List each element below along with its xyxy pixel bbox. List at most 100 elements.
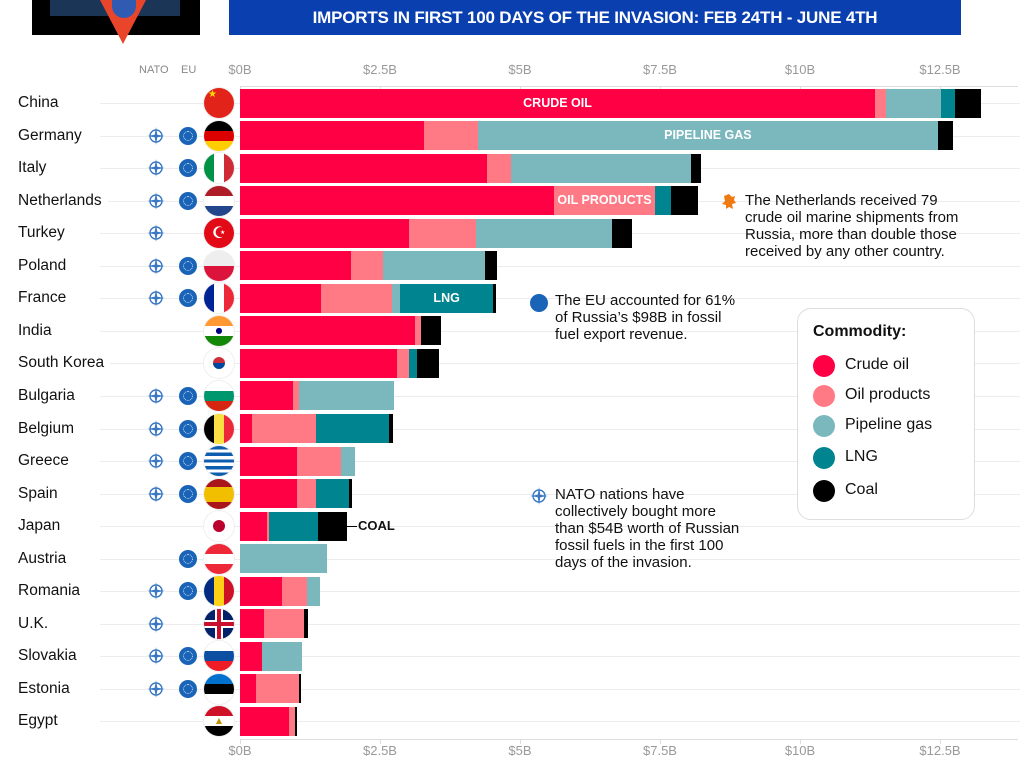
bar-segment-oil-products	[321, 284, 392, 313]
country-label: Greece	[18, 451, 75, 471]
flag-greece-icon	[204, 446, 234, 476]
flag-austria-icon	[204, 544, 234, 574]
coal-callout-line	[346, 526, 357, 527]
x-tick-mark	[800, 86, 801, 91]
bar-segment-oil-products	[293, 381, 300, 410]
legend-title: Commodity:	[813, 323, 907, 340]
netherlands-note-text: The Netherlands received 79 crude oil ma…	[745, 192, 958, 260]
bar-segment-crude-oil	[240, 186, 555, 215]
legend-label: Pipeline gas	[845, 416, 933, 433]
bar-segment-oil-products	[251, 414, 317, 443]
flag-egypt-icon: ▲	[204, 706, 234, 736]
country-label: Germany	[18, 126, 88, 146]
bar-segment-coal	[317, 512, 347, 541]
bar-segment-coal	[493, 284, 496, 313]
bar-segment-pipeline-gas	[511, 154, 691, 183]
x-tick-mark	[940, 739, 941, 744]
flag-u-k-icon	[204, 609, 234, 639]
note-line: Russia, more than double those	[745, 226, 957, 243]
row-gridline	[100, 559, 1020, 560]
nato-member-icon	[147, 289, 165, 307]
note-line: The Netherlands received 79	[745, 192, 938, 209]
legend: Commodity: Crude oil Oil products Pipeli…	[797, 308, 975, 520]
bar-segment-crude-oil	[240, 479, 298, 508]
flag-bulgaria-icon	[204, 381, 234, 411]
legend-label: Coal	[845, 481, 878, 498]
bar-segment-oil-products	[424, 121, 478, 150]
x-tick-label: $2.5B	[363, 62, 397, 77]
bar-segment-crude-oil	[240, 284, 322, 313]
country-label: Turkey	[18, 223, 71, 243]
bar-segment-lng	[269, 512, 318, 541]
bar-segment-coal	[420, 316, 442, 345]
eu-note-text: The EU accounted for 61% of Russia’s $98…	[555, 292, 735, 343]
bar-segment-oil-products	[875, 89, 887, 118]
country-label: Netherlands	[18, 191, 108, 211]
x-tick-mark	[800, 739, 801, 744]
bar-segment-crude-oil	[240, 577, 282, 606]
flag-netherlands-icon	[204, 186, 234, 216]
legend-label: Crude oil	[845, 356, 910, 373]
row-gridline	[100, 461, 1020, 462]
x-tick-label: $7.5B	[643, 743, 677, 758]
eu-member-icon	[179, 289, 197, 307]
bar-segment-pipeline-gas	[240, 544, 327, 573]
eu-member-icon	[179, 680, 197, 698]
eu-member-icon	[179, 582, 197, 600]
row-gridline	[100, 689, 1020, 690]
country-label: Belgium	[18, 419, 80, 439]
bar-segment-pipeline-gas	[475, 219, 612, 248]
eu-flag-icon	[530, 294, 548, 312]
bar-segment-crude-oil	[240, 447, 298, 476]
bar-segment-crude-oil	[240, 316, 416, 345]
x-tick-label: $7.5B	[643, 62, 677, 77]
nato-member-icon	[147, 420, 165, 438]
note-line: NATO nations have	[555, 486, 685, 503]
x-tick-label: $10B	[784, 62, 816, 77]
note-line: days of the invasion.	[555, 554, 692, 571]
country-label: Italy	[18, 158, 53, 178]
bar-segment-crude-oil	[240, 89, 876, 118]
bar-segment-crude-oil	[240, 512, 267, 541]
x-tick-mark	[660, 739, 661, 744]
nato-member-icon	[147, 159, 165, 177]
flag-spain-icon	[204, 479, 234, 509]
bar-segment-oil-products	[554, 186, 655, 215]
bar-segment-oil-products	[256, 674, 299, 703]
bar-segment-crude-oil	[240, 154, 487, 183]
oil-products-swatch	[813, 385, 835, 407]
segment-label: PIPELINE GAS	[664, 128, 752, 142]
bar-segment-crude-oil	[240, 219, 410, 248]
nato-column-header: NATO	[139, 64, 169, 76]
bar-segment-coal	[611, 219, 632, 248]
country-label: Austria	[18, 549, 73, 569]
country-label: Spain	[18, 484, 64, 504]
bar-segment-oil-products	[350, 251, 383, 280]
bar-segment-oil-products	[486, 154, 512, 183]
country-label: Poland	[18, 256, 73, 276]
note-line: than $54B worth of Russian	[555, 520, 740, 537]
note-line: fossil fuels in the first 100	[555, 537, 724, 554]
flag-china-icon: ★	[204, 88, 234, 118]
flag-italy-icon	[204, 153, 234, 183]
bar-segment-pipeline-gas	[261, 642, 303, 671]
country-label: France	[18, 288, 73, 308]
row-gridline	[100, 298, 1020, 299]
x-tick-mark	[240, 739, 241, 744]
x-tick-mark	[520, 739, 521, 744]
country-label: South Korea	[18, 353, 111, 373]
bar-segment-oil-products	[282, 577, 308, 606]
bar-segment-lng	[316, 479, 350, 508]
country-label: Slovakia	[18, 646, 83, 666]
nato-icon	[530, 487, 548, 505]
x-tick-label: $5B	[508, 62, 532, 77]
eu-member-icon	[179, 387, 197, 405]
nato-note-text: NATO nations have collectively bought mo…	[555, 486, 739, 571]
bar-segment-coal	[303, 609, 308, 638]
bar-segment-lng	[400, 284, 494, 313]
eu-member-icon	[179, 550, 197, 568]
row-gridline	[100, 429, 1020, 430]
nato-member-icon	[147, 615, 165, 633]
row-gridline	[100, 331, 1020, 332]
eu-member-icon	[179, 127, 197, 145]
